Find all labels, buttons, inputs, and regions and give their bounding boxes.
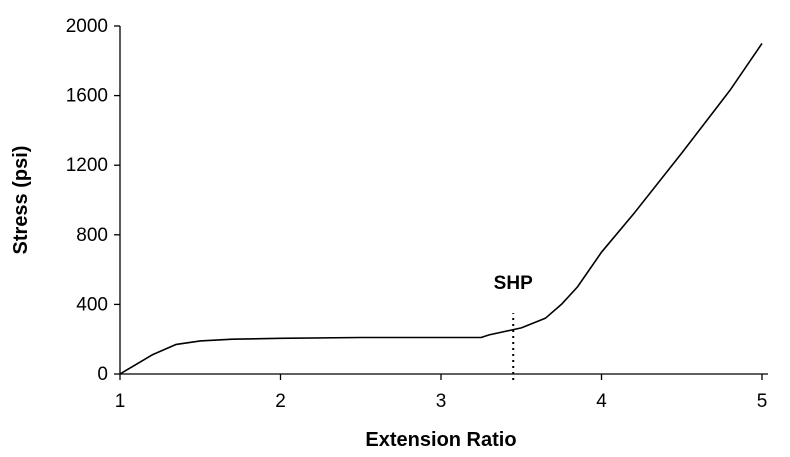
x-tick-label: 1 — [115, 391, 126, 412]
x-tick-label: 5 — [757, 391, 768, 412]
y-tick-label: 1600 — [66, 86, 108, 107]
y-tick-label: 0 — [97, 364, 108, 385]
x-tick-label: 2 — [275, 391, 286, 412]
y-tick-label: 400 — [76, 294, 108, 315]
shp-annotation-label: SHP — [494, 273, 533, 294]
x-tick-label: 3 — [436, 391, 447, 412]
x-axis-title: Extension Ratio — [365, 429, 516, 451]
plot-area: 0 400 800 1200 1600 2000 1 2 3 4 5 SHP — [66, 16, 768, 412]
stress-curve-line — [119, 42, 763, 375]
y-tick-label: 800 — [76, 225, 108, 246]
y-axis-title: Stress (psi) — [10, 146, 32, 255]
x-tick-label: 4 — [596, 391, 607, 412]
y-tick-label: 1200 — [66, 155, 108, 176]
y-tick-label: 2000 — [66, 16, 108, 37]
